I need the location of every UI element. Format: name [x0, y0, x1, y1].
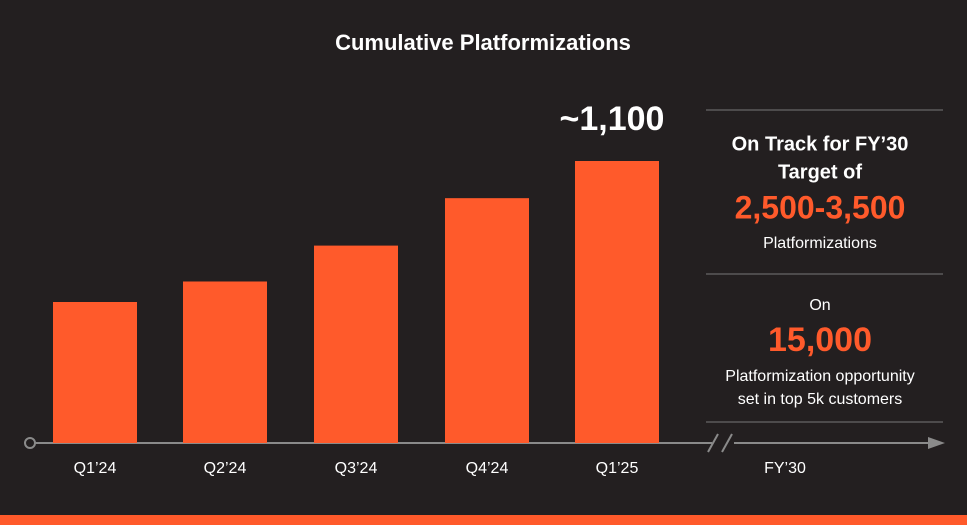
footer-stripe	[0, 515, 967, 525]
annotation: set in top 5k customers	[738, 391, 903, 408]
axis-break	[721, 433, 733, 453]
x-tick-label: Q3’24	[335, 460, 378, 477]
annotation: On Track for FY’30	[732, 133, 909, 155]
x-tick-label: Q1’25	[596, 460, 639, 477]
annotation: On	[809, 297, 830, 314]
annotation: 15,000	[768, 321, 872, 359]
annotation: Platformization opportunity	[725, 368, 914, 385]
x-tick-label: Q2’24	[204, 460, 247, 477]
bar	[314, 245, 398, 443]
x-tick-label: Q1’24	[74, 460, 117, 477]
axis-break	[707, 433, 719, 453]
x-tick-label: Q4’24	[466, 460, 509, 477]
x-tick-label: FY’30	[764, 460, 806, 477]
chart-title: Cumulative Platformizations	[335, 30, 631, 55]
bar	[445, 198, 529, 443]
value-label: ~1,100	[560, 100, 665, 138]
annotation: Target of	[778, 161, 862, 183]
bar	[183, 281, 267, 443]
axis-arrow	[928, 437, 945, 449]
annotation: 2,500-3,500	[735, 189, 906, 225]
annotation: Platformizations	[763, 235, 877, 252]
axis-origin	[24, 437, 36, 449]
bar	[53, 302, 137, 443]
bar	[575, 161, 659, 443]
